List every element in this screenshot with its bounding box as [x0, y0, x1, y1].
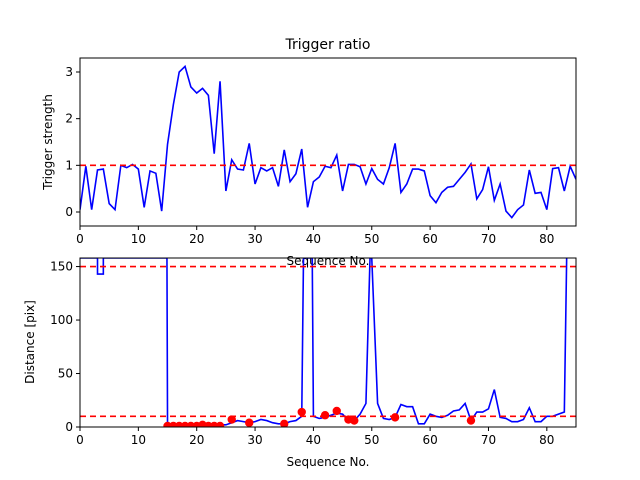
- series-line: [80, 258, 568, 427]
- data-point: [350, 416, 359, 425]
- x-tick-label: 70: [481, 232, 496, 246]
- x-axis-label: Sequence No.: [287, 455, 370, 469]
- data-point: [390, 413, 400, 422]
- series-line: [80, 64, 576, 219]
- data-point: [466, 416, 476, 425]
- x-tick-label: 80: [539, 232, 554, 246]
- x-tick-label: 30: [247, 232, 262, 246]
- data-point: [215, 421, 225, 427]
- x-tick-label: 30: [247, 433, 262, 447]
- y-tick-label: 150: [50, 260, 73, 274]
- x-tick-label: 0: [76, 232, 84, 246]
- y-tick-label: 50: [58, 367, 73, 381]
- x-tick-label: 40: [306, 232, 321, 246]
- plot-area: 0 10 20 30 40 50 60 70 80 0 50 100 150: [50, 257, 577, 447]
- x-tick-label: 40: [306, 433, 321, 447]
- x-tick-label: 80: [539, 433, 554, 447]
- x-tick-label: 20: [189, 433, 204, 447]
- data-point: [332, 406, 341, 416]
- data-point: [280, 419, 289, 427]
- trigger-ratio-panel: Trigger ratio Trigger strength 0 10 20 30 40…: [41, 37, 577, 268]
- x-tick-label: 10: [131, 232, 146, 246]
- x-tick-label: 50: [364, 433, 379, 447]
- x-tick-label: 10: [131, 433, 146, 447]
- data-point: [245, 418, 254, 427]
- y-axis-label: Distance [pix]: [23, 300, 37, 384]
- x-tick-label: 60: [422, 433, 437, 447]
- y-axis-label: Trigger strength: [41, 94, 55, 191]
- y-tick-label: 3: [65, 65, 73, 79]
- data-point: [320, 411, 330, 420]
- x-tick-label: 70: [481, 433, 496, 447]
- x-tick-label: 50: [364, 232, 379, 246]
- plot-area: 0 10 20 30 40 50 60 70 80 0 1 2 3: [65, 57, 577, 246]
- plot-content: [80, 64, 576, 219]
- x-tick-label: 0: [76, 433, 84, 447]
- y-tick-label: 0: [65, 420, 73, 434]
- distance-panel: 0 10 20 30 40 50 60 70 80 0 50 100 150 Distance [pix…: [23, 257, 577, 469]
- x-axis-label: Sequence No.: [287, 254, 370, 268]
- y-tick-label: 100: [50, 313, 73, 327]
- y-tick-label: 1: [65, 158, 73, 172]
- y-tick-label: 0: [65, 205, 73, 219]
- axes-frame: [79, 257, 577, 428]
- plot-content: [80, 258, 576, 427]
- x-tick-label: 20: [189, 232, 204, 246]
- data-point: [227, 415, 236, 424]
- y-tick-label: 2: [65, 112, 73, 126]
- data-point: [297, 407, 306, 417]
- x-tick-label: 60: [422, 232, 437, 246]
- axes-frame: [79, 57, 577, 227]
- chart-title: Trigger ratio: [284, 37, 370, 53]
